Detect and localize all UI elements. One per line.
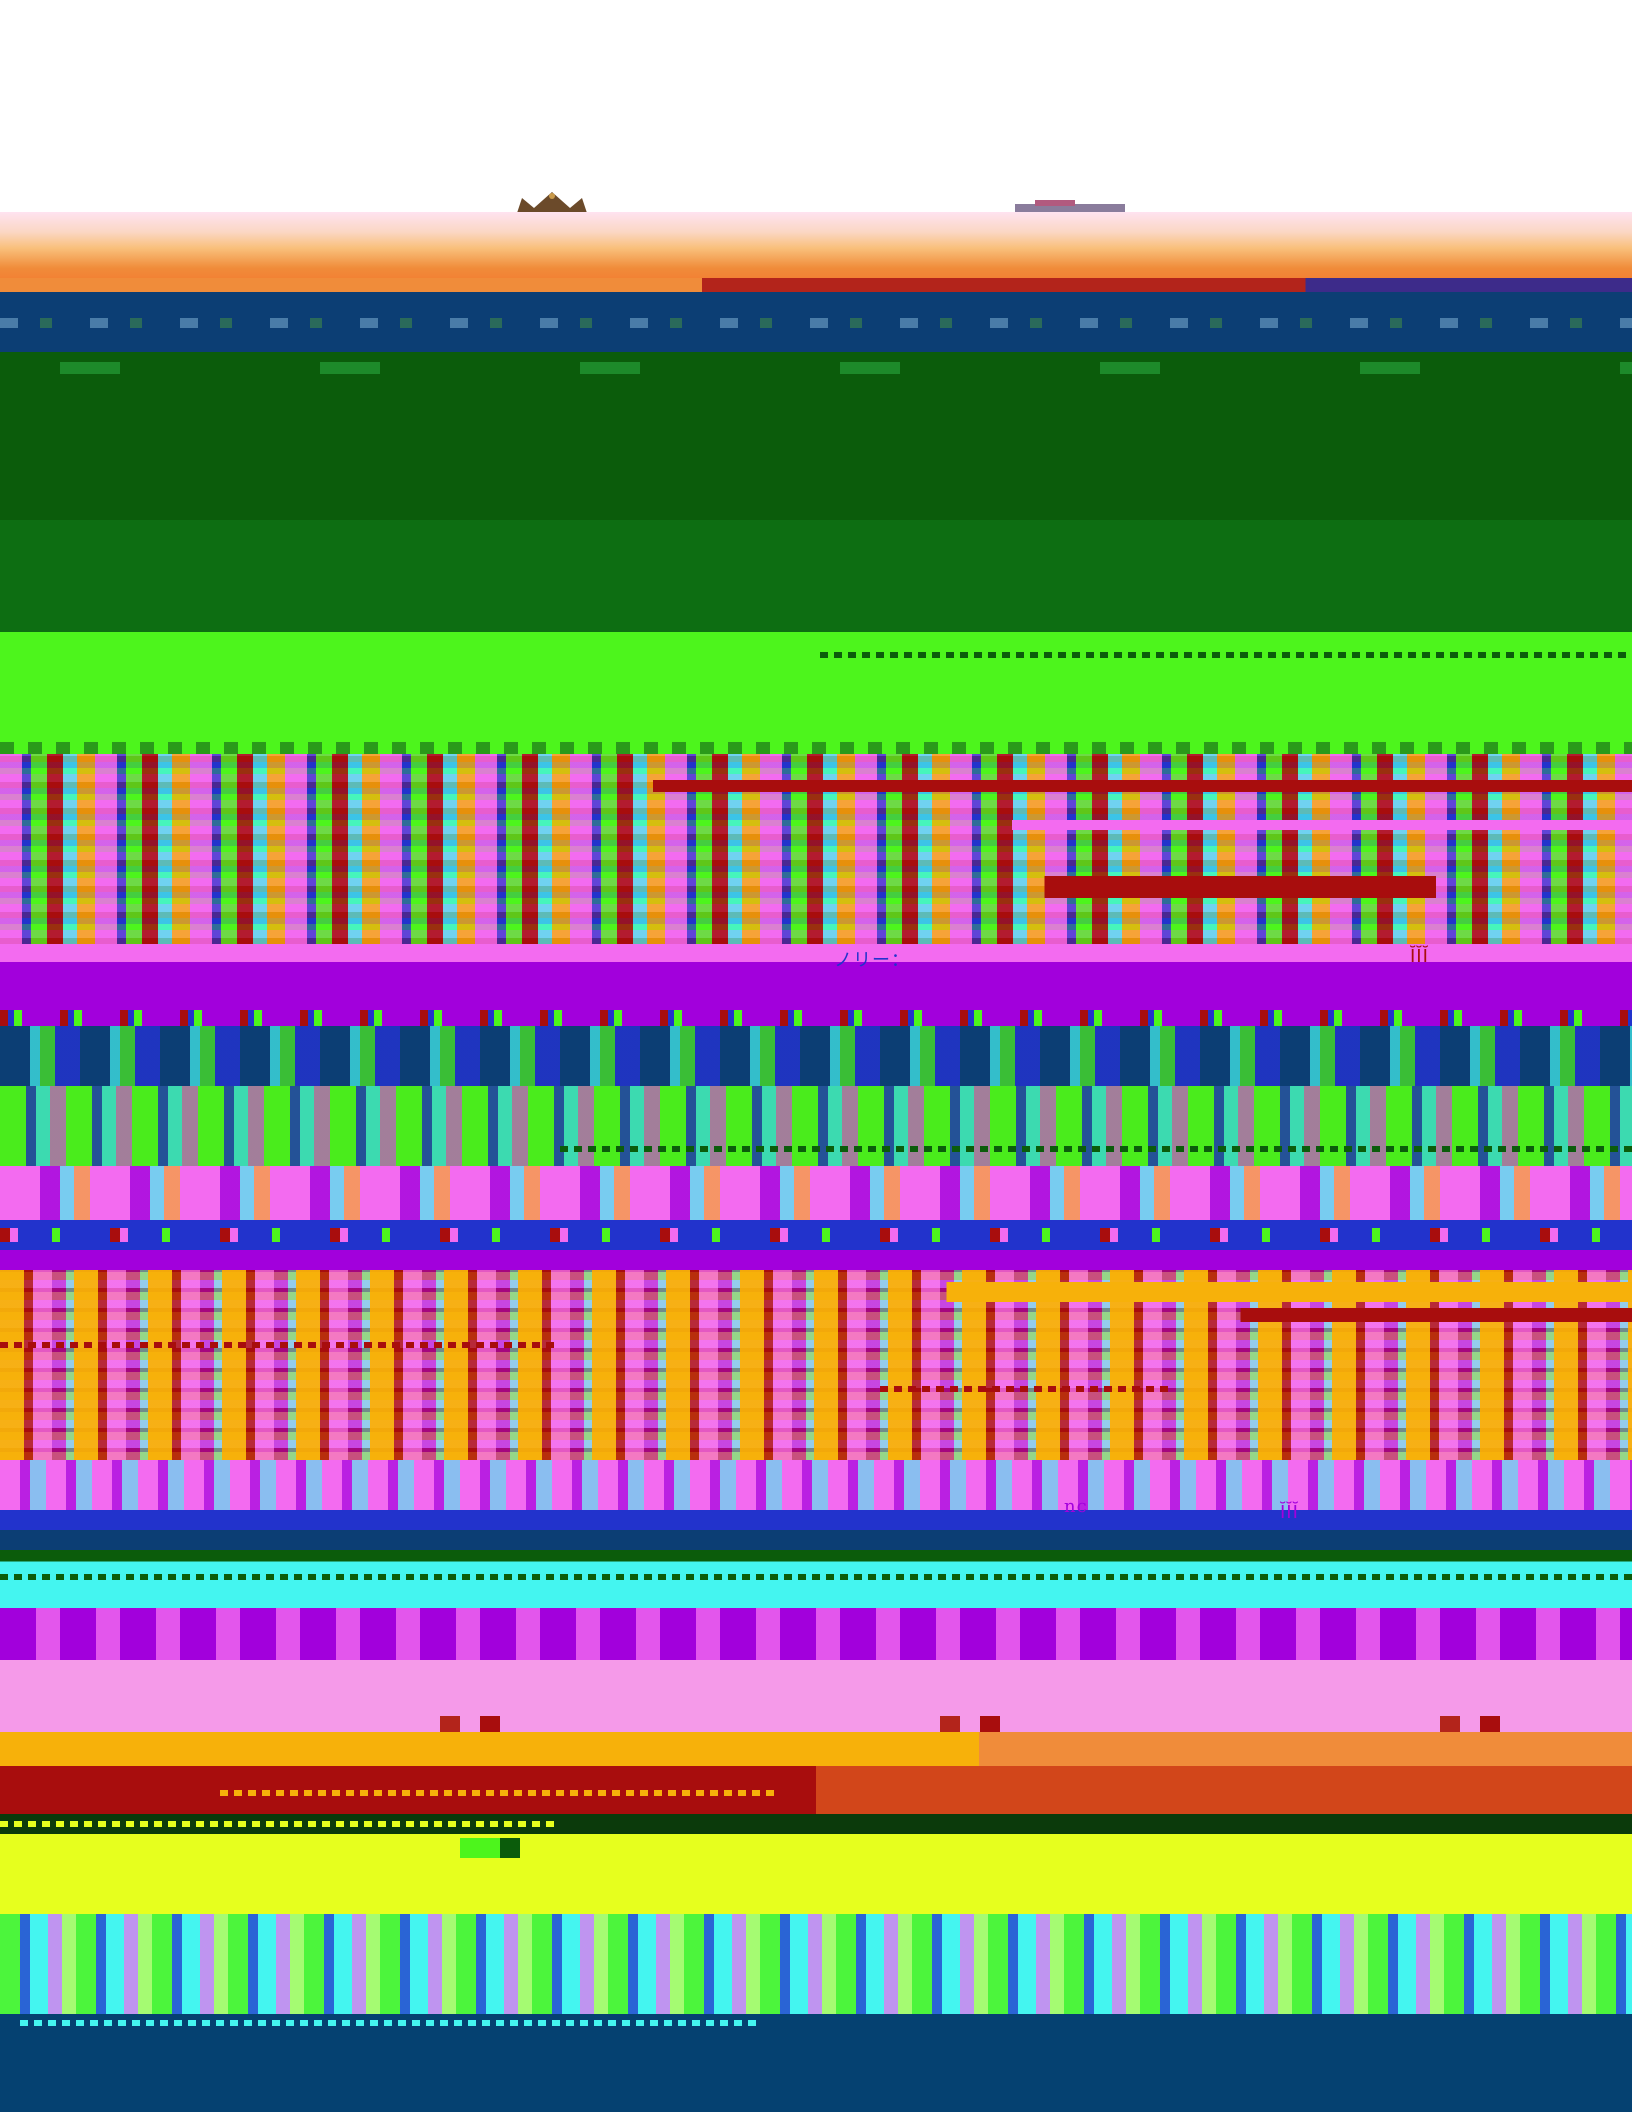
crown-icon: [512, 190, 592, 220]
red-dotted-line-2: [880, 1386, 1170, 1392]
glitch-fragment-b: ĬĬĬ: [1410, 946, 1429, 967]
green-dotted-line: [560, 1146, 1632, 1152]
blue-band-noise: [0, 1228, 1632, 1242]
pink-band-noise: [0, 1716, 1632, 1732]
magenta-streak-1: [0, 820, 1632, 830]
yellow-dotted-line: [0, 1821, 560, 1827]
orange-dotted-line: [220, 1790, 780, 1796]
red-streak-2: [0, 876, 1632, 898]
yellow-noise: [0, 1838, 1632, 1858]
violet-pink-band: [0, 1608, 1632, 1660]
glitch-fragment-c: ĬĬĬ: [1280, 1502, 1299, 1523]
dark-green-line: [0, 1814, 1632, 1834]
violet-noise: [0, 1010, 1632, 1026]
green-text-noise: [0, 362, 1632, 374]
orange-band-lower: [0, 1732, 1632, 1766]
lime-band: [0, 632, 1632, 754]
forest-green-band: [0, 520, 1632, 632]
deep-blue-band: [0, 1510, 1632, 1550]
glitch-fragment-d: nc: [1064, 1496, 1088, 1517]
navy-text-noise: [0, 318, 1632, 328]
lime-edge-noise: [0, 742, 1632, 754]
footer-blue-band: [0, 2014, 1632, 2112]
dark-green-band: [0, 352, 1632, 520]
lime-dotted-line: [820, 652, 1632, 658]
glitch-fragment-a: ノリー：: [834, 950, 910, 971]
orange-streak: [0, 1282, 1632, 1302]
pink-noise-band: [0, 1460, 1632, 1510]
red-streak-1: [0, 780, 1632, 792]
red-dotted-line: [0, 1342, 560, 1348]
blue-noise-band: [0, 1026, 1632, 1086]
footer-dotted-line: [20, 2020, 760, 2026]
dark-red-streak: [0, 1308, 1632, 1322]
header-red-line: [0, 278, 1632, 292]
green-noise-band: [0, 1086, 1632, 1166]
magenta-noise-band: [0, 1166, 1632, 1220]
cyan-dotted-line: [0, 1574, 1632, 1580]
noise-band-lower: [0, 1914, 1632, 2014]
